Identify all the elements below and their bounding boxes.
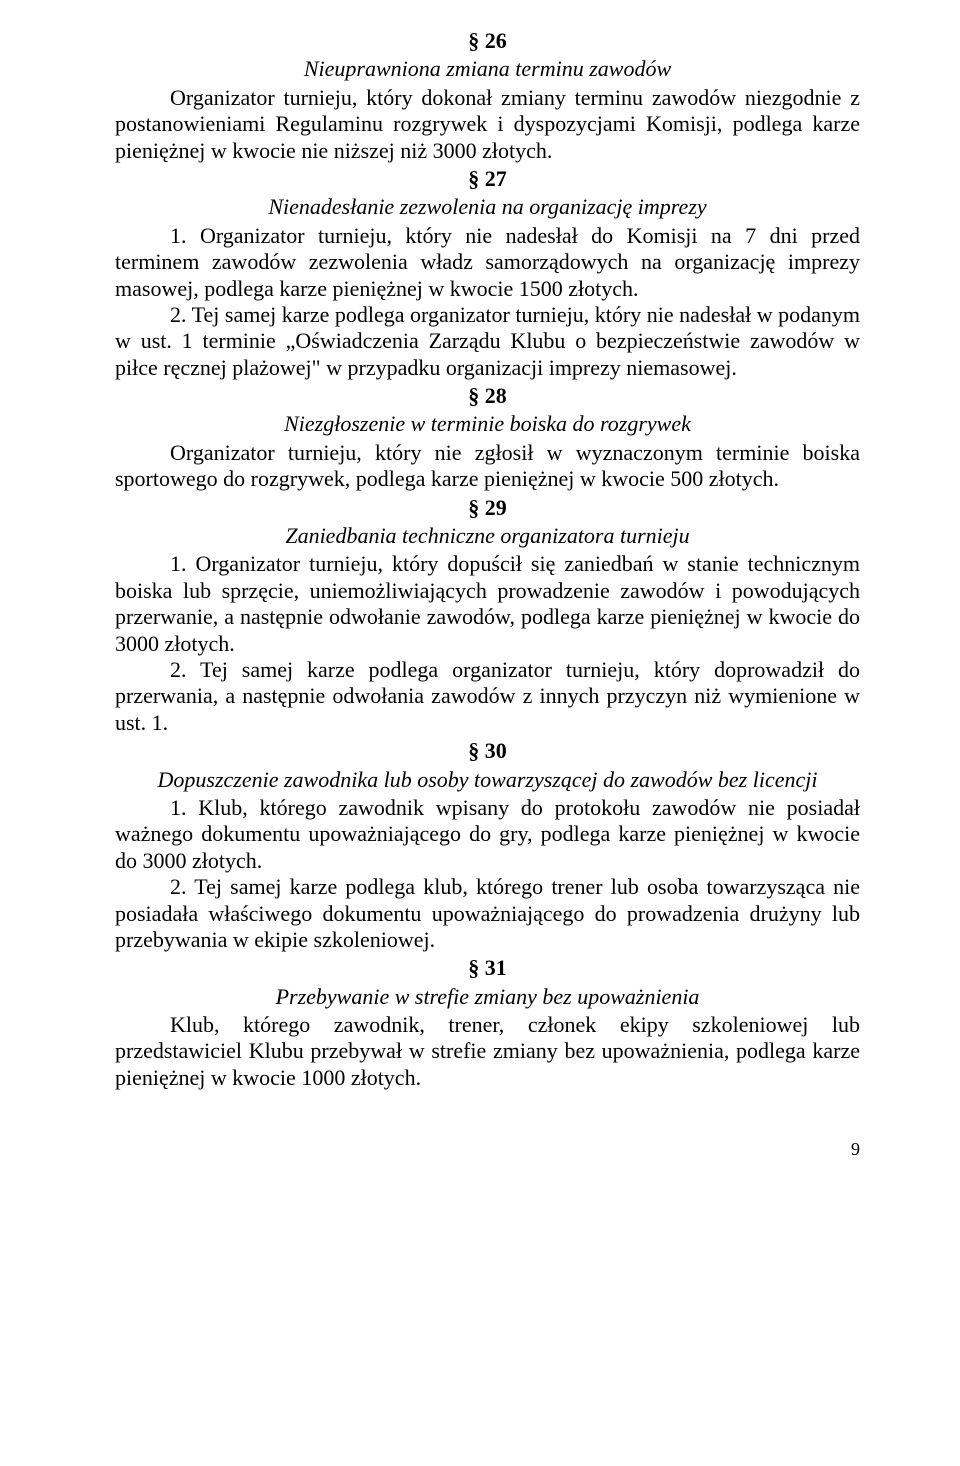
section-31-title: Przebywanie w strefie zmiany bez upoważn… [115, 984, 860, 1010]
section-26-para-1: Organizator turnieju, który dokonał zmia… [115, 85, 860, 164]
section-30-para-1: 1. Klub, którego zawodnik wpisany do pro… [115, 795, 860, 874]
section-31-number: § 31 [115, 955, 860, 981]
section-27-number: § 27 [115, 166, 860, 192]
section-29-para-1: 1. Organizator turnieju, który dopuścił … [115, 551, 860, 657]
section-28-para-1: Organizator turnieju, który nie zgłosił … [115, 440, 860, 493]
section-29-para-2: 2. Tej samej karze podlega organizator t… [115, 657, 860, 736]
section-27-para-1: 1. Organizator turnieju, który nie nades… [115, 223, 860, 302]
section-30-number: § 30 [115, 738, 860, 764]
section-31-para-1: Klub, którego zawodnik, trener, członek … [115, 1012, 860, 1091]
section-28-title: Niezgłoszenie w terminie boiska do rozgr… [115, 411, 860, 437]
section-27-title: Nienadesłanie zezwolenia na organizację … [115, 194, 860, 220]
section-27-para-2: 2. Tej samej karze podlega organizator t… [115, 302, 860, 381]
document-page: § 26 Nieuprawniona zmiana terminu zawodó… [0, 0, 960, 1219]
section-30-title: Dopuszczenie zawodnika lub osoby towarzy… [115, 767, 860, 793]
page-number: 9 [115, 1139, 860, 1161]
section-29-number: § 29 [115, 495, 860, 521]
section-29-title: Zaniedbania techniczne organizatora turn… [115, 523, 860, 549]
section-30-para-2: 2. Tej samej karze podlega klub, którego… [115, 874, 860, 953]
section-26-number: § 26 [115, 28, 860, 54]
section-28-number: § 28 [115, 383, 860, 409]
section-26-title: Nieuprawniona zmiana terminu zawodów [115, 56, 860, 82]
